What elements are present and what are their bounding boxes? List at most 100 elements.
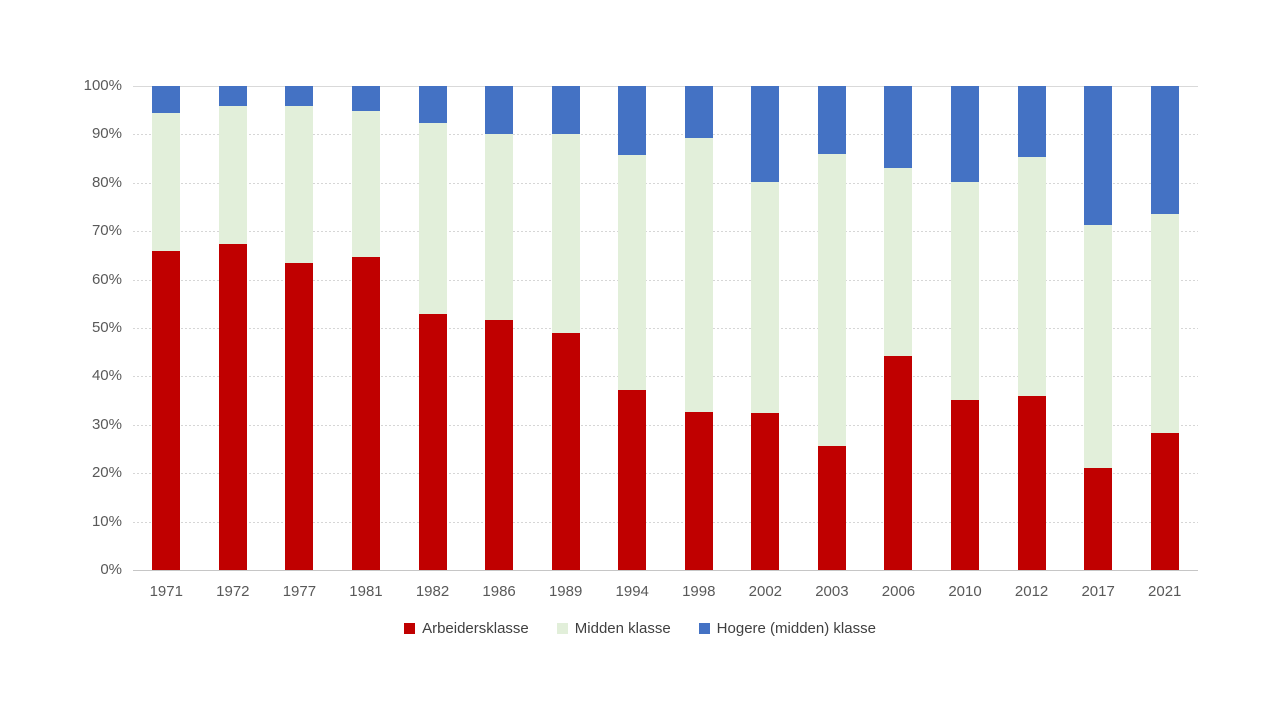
legend-item: Hogere (midden) klasse [698, 620, 876, 637]
stacked-bar-2017 [1084, 86, 1113, 570]
bar-slot-2003 [799, 85, 866, 570]
gridline [133, 328, 1198, 329]
stacked-bar-1998 [684, 86, 713, 570]
bar-segment [285, 263, 314, 570]
bar-segment [351, 110, 380, 258]
stacked-bar-2010 [951, 86, 980, 570]
stacked-bar-1989 [551, 86, 580, 570]
x-axis-tick-label: 1972 [216, 583, 250, 600]
gridline [133, 424, 1198, 426]
bar-segment [351, 85, 380, 111]
gridline [133, 473, 1198, 475]
stacked-bar-1981 [351, 85, 380, 570]
legend-label: Hogere (midden) klasse [716, 620, 876, 637]
bar-segment [884, 356, 913, 570]
legend-label: Arbeidersklasse [422, 620, 529, 637]
x-axis: 1971 1972 1977 1981 1982 1986 1989 1994 1998 2002… [133, 583, 1198, 600]
gridline [133, 570, 1198, 571]
bar-segment [418, 122, 447, 314]
bar-segment [951, 181, 980, 401]
x-axis-tick-label: 2002 [748, 583, 783, 600]
gridline [133, 279, 1198, 281]
stacked-bar-2003 [817, 85, 846, 570]
bar-segment [684, 86, 713, 138]
bar-slot-1982 [399, 86, 466, 570]
x-axis-tick-label: 2006 [881, 583, 916, 600]
x-axis-tick-label: 1986 [482, 583, 516, 600]
bar-segment [1017, 157, 1046, 397]
bar-slot-2021 [1131, 85, 1198, 570]
bar-segment [418, 313, 447, 570]
bar-segment [951, 400, 980, 570]
bar-segment [485, 133, 514, 321]
bar-segment [951, 86, 980, 182]
x-axis-tick-label: 1989 [548, 583, 583, 600]
bar-segment [551, 134, 580, 333]
bars-container [133, 85, 1198, 570]
bar-segment [618, 389, 647, 570]
x-axis-tick-label: 1994 [615, 583, 649, 600]
legend: Arbeidersklasse Midden klasse Hogere (midd… [0, 620, 1280, 637]
x-axis-tick-label: 2012 [1014, 583, 1049, 600]
x-axis-tick-label: 1977 [282, 583, 317, 600]
gridline [133, 231, 1198, 233]
bar-slot-1971 [133, 86, 200, 570]
bar-segment [1150, 433, 1179, 570]
y-axis-tick-label: 50% [91, 319, 122, 336]
bar-segment [551, 86, 580, 135]
bar-segment [618, 86, 647, 156]
x-axis-tick-label: 1982 [415, 583, 450, 600]
bar-segment [684, 412, 713, 570]
gridline [133, 182, 1198, 184]
bar-slot-1981 [333, 85, 400, 570]
bar-segment [1084, 468, 1113, 570]
bar-segment [817, 85, 846, 154]
bar-slot-2012 [998, 86, 1065, 570]
x-axis-tick-label: 1998 [682, 583, 716, 600]
gridline [133, 521, 1198, 523]
bar-segment [218, 86, 247, 107]
y-axis-tick-label: 60% [91, 270, 122, 288]
bar-slot-1989 [532, 86, 599, 570]
stacked-bar-1971 [152, 86, 181, 570]
y-axis-tick-label: 90% [91, 125, 122, 143]
x-axis-tick-label: 1971 [149, 583, 183, 600]
x-axis-tick-label: 2017 [1081, 583, 1115, 600]
gridline [133, 134, 1198, 136]
bar-segment [351, 257, 380, 570]
bar-segment [418, 86, 447, 123]
bar-slot-1998 [666, 86, 733, 570]
bar-slot-2002 [732, 86, 799, 570]
bar-segment [684, 137, 713, 413]
bar-segment [1017, 86, 1046, 158]
bar-segment [285, 105, 314, 264]
bar-slot-2017 [1065, 86, 1132, 570]
y-axis-tick-label: 0% [100, 561, 122, 578]
legend-item: Arbeidersklasse [404, 620, 529, 637]
x-axis-tick-label: 2010 [948, 583, 982, 600]
bar-segment [218, 106, 247, 245]
gridline [133, 86, 1198, 87]
legend-label: Midden klasse [574, 620, 671, 637]
stacked-bar-2021 [1150, 85, 1179, 570]
stacked-bar-1972 [218, 86, 247, 570]
stacked-bar-1982 [418, 86, 447, 570]
bar-segment [751, 413, 780, 570]
bar-slot-2006 [865, 86, 932, 570]
bar-segment [485, 320, 514, 570]
stacked-bar-1977 [285, 86, 314, 570]
y-axis-tick-label: 20% [91, 464, 122, 482]
bar-segment [485, 86, 514, 134]
bar-slot-1994 [599, 86, 666, 570]
stacked-bar-2002 [751, 86, 780, 570]
legend-item: Midden klasse [556, 620, 671, 637]
bar-slot-1972 [200, 86, 267, 570]
y-axis-tick-label: 100% [83, 77, 122, 94]
bar-slot-1986 [466, 86, 533, 570]
bar-segment [618, 155, 647, 390]
plot-area [133, 85, 1198, 571]
gridline [133, 376, 1198, 378]
bar-segment [884, 86, 913, 168]
legend-swatch-icon [556, 623, 568, 634]
